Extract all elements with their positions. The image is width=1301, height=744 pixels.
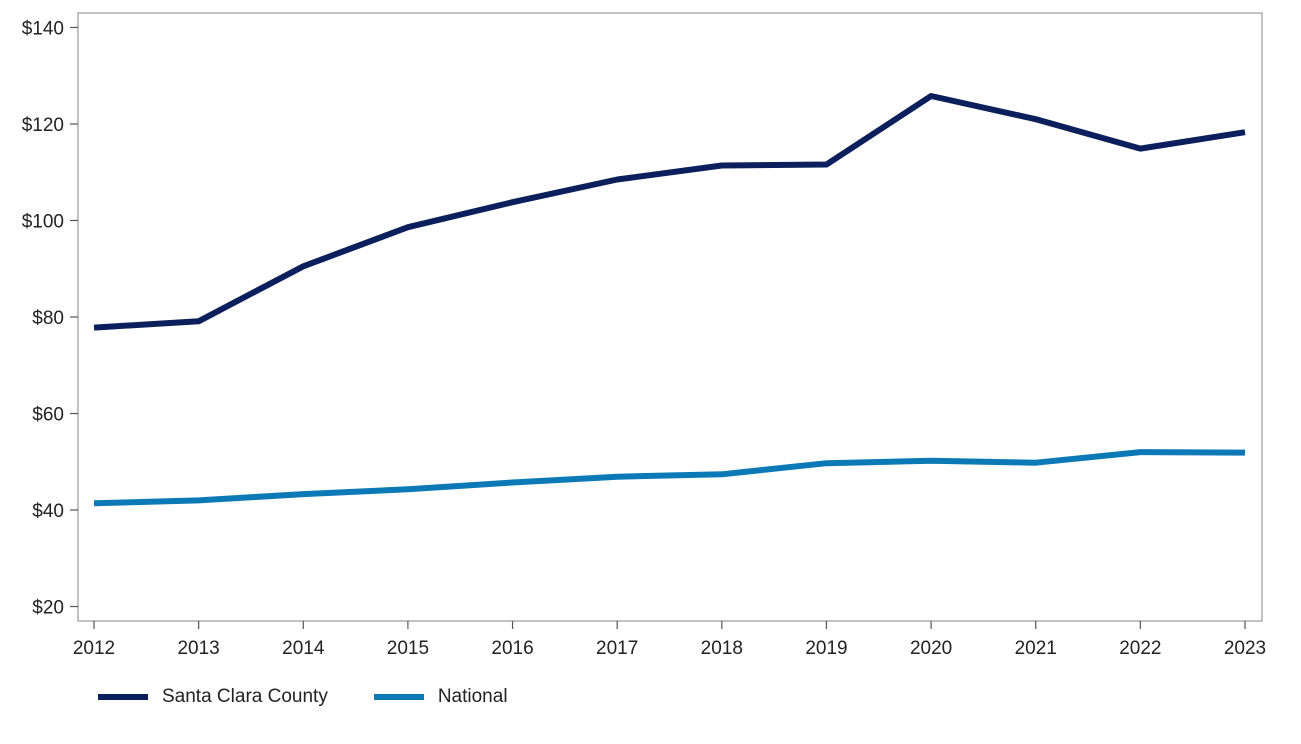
x-tick-label: 2013 bbox=[177, 638, 219, 659]
x-tick-label: 2020 bbox=[910, 638, 952, 659]
legend: Santa Clara County National bbox=[98, 686, 554, 708]
legend-label-santa-clara-county: Santa Clara County bbox=[162, 686, 328, 707]
x-tick-label: 2021 bbox=[1015, 638, 1057, 659]
series-line-0 bbox=[93, 93, 1246, 331]
x-tick-label: 2012 bbox=[73, 638, 115, 659]
plot-frame bbox=[77, 12, 1263, 622]
x-tick-label: 2018 bbox=[701, 638, 743, 659]
y-tick-label: $100 bbox=[22, 211, 64, 232]
x-tick-label: 2023 bbox=[1224, 638, 1266, 659]
series-layer bbox=[93, 93, 1246, 507]
legend-swatch-national bbox=[373, 694, 424, 700]
x-tick-label: 2022 bbox=[1119, 638, 1161, 659]
y-tick-label: $80 bbox=[32, 308, 64, 329]
y-tick-label: $140 bbox=[22, 18, 64, 39]
legend-label-national: National bbox=[437, 686, 508, 707]
x-tick-label: 2019 bbox=[805, 638, 847, 659]
x-tick-label: 2015 bbox=[387, 638, 429, 659]
y-tick-label: $120 bbox=[22, 115, 64, 136]
y-tick-label: $40 bbox=[32, 501, 64, 522]
y-tick-label: $60 bbox=[32, 405, 64, 426]
legend-item-national: National bbox=[373, 686, 508, 708]
y-axis: $20 $40 $60 $80 $100 $120 $140 bbox=[22, 18, 78, 619]
x-tick-label: 2016 bbox=[491, 638, 533, 659]
x-axis: 2012 2013 2014 2015 2016 2017 2018 2019 2020 2021… bbox=[73, 621, 1266, 659]
series-line-1 bbox=[93, 449, 1246, 507]
x-tick-label: 2017 bbox=[596, 638, 638, 659]
legend-swatch-santa-clara-county bbox=[98, 694, 148, 700]
legend-item-santa-clara-county: Santa Clara County bbox=[98, 686, 328, 708]
y-tick-label: $20 bbox=[32, 598, 64, 619]
x-tick-label: 2014 bbox=[282, 638, 325, 659]
